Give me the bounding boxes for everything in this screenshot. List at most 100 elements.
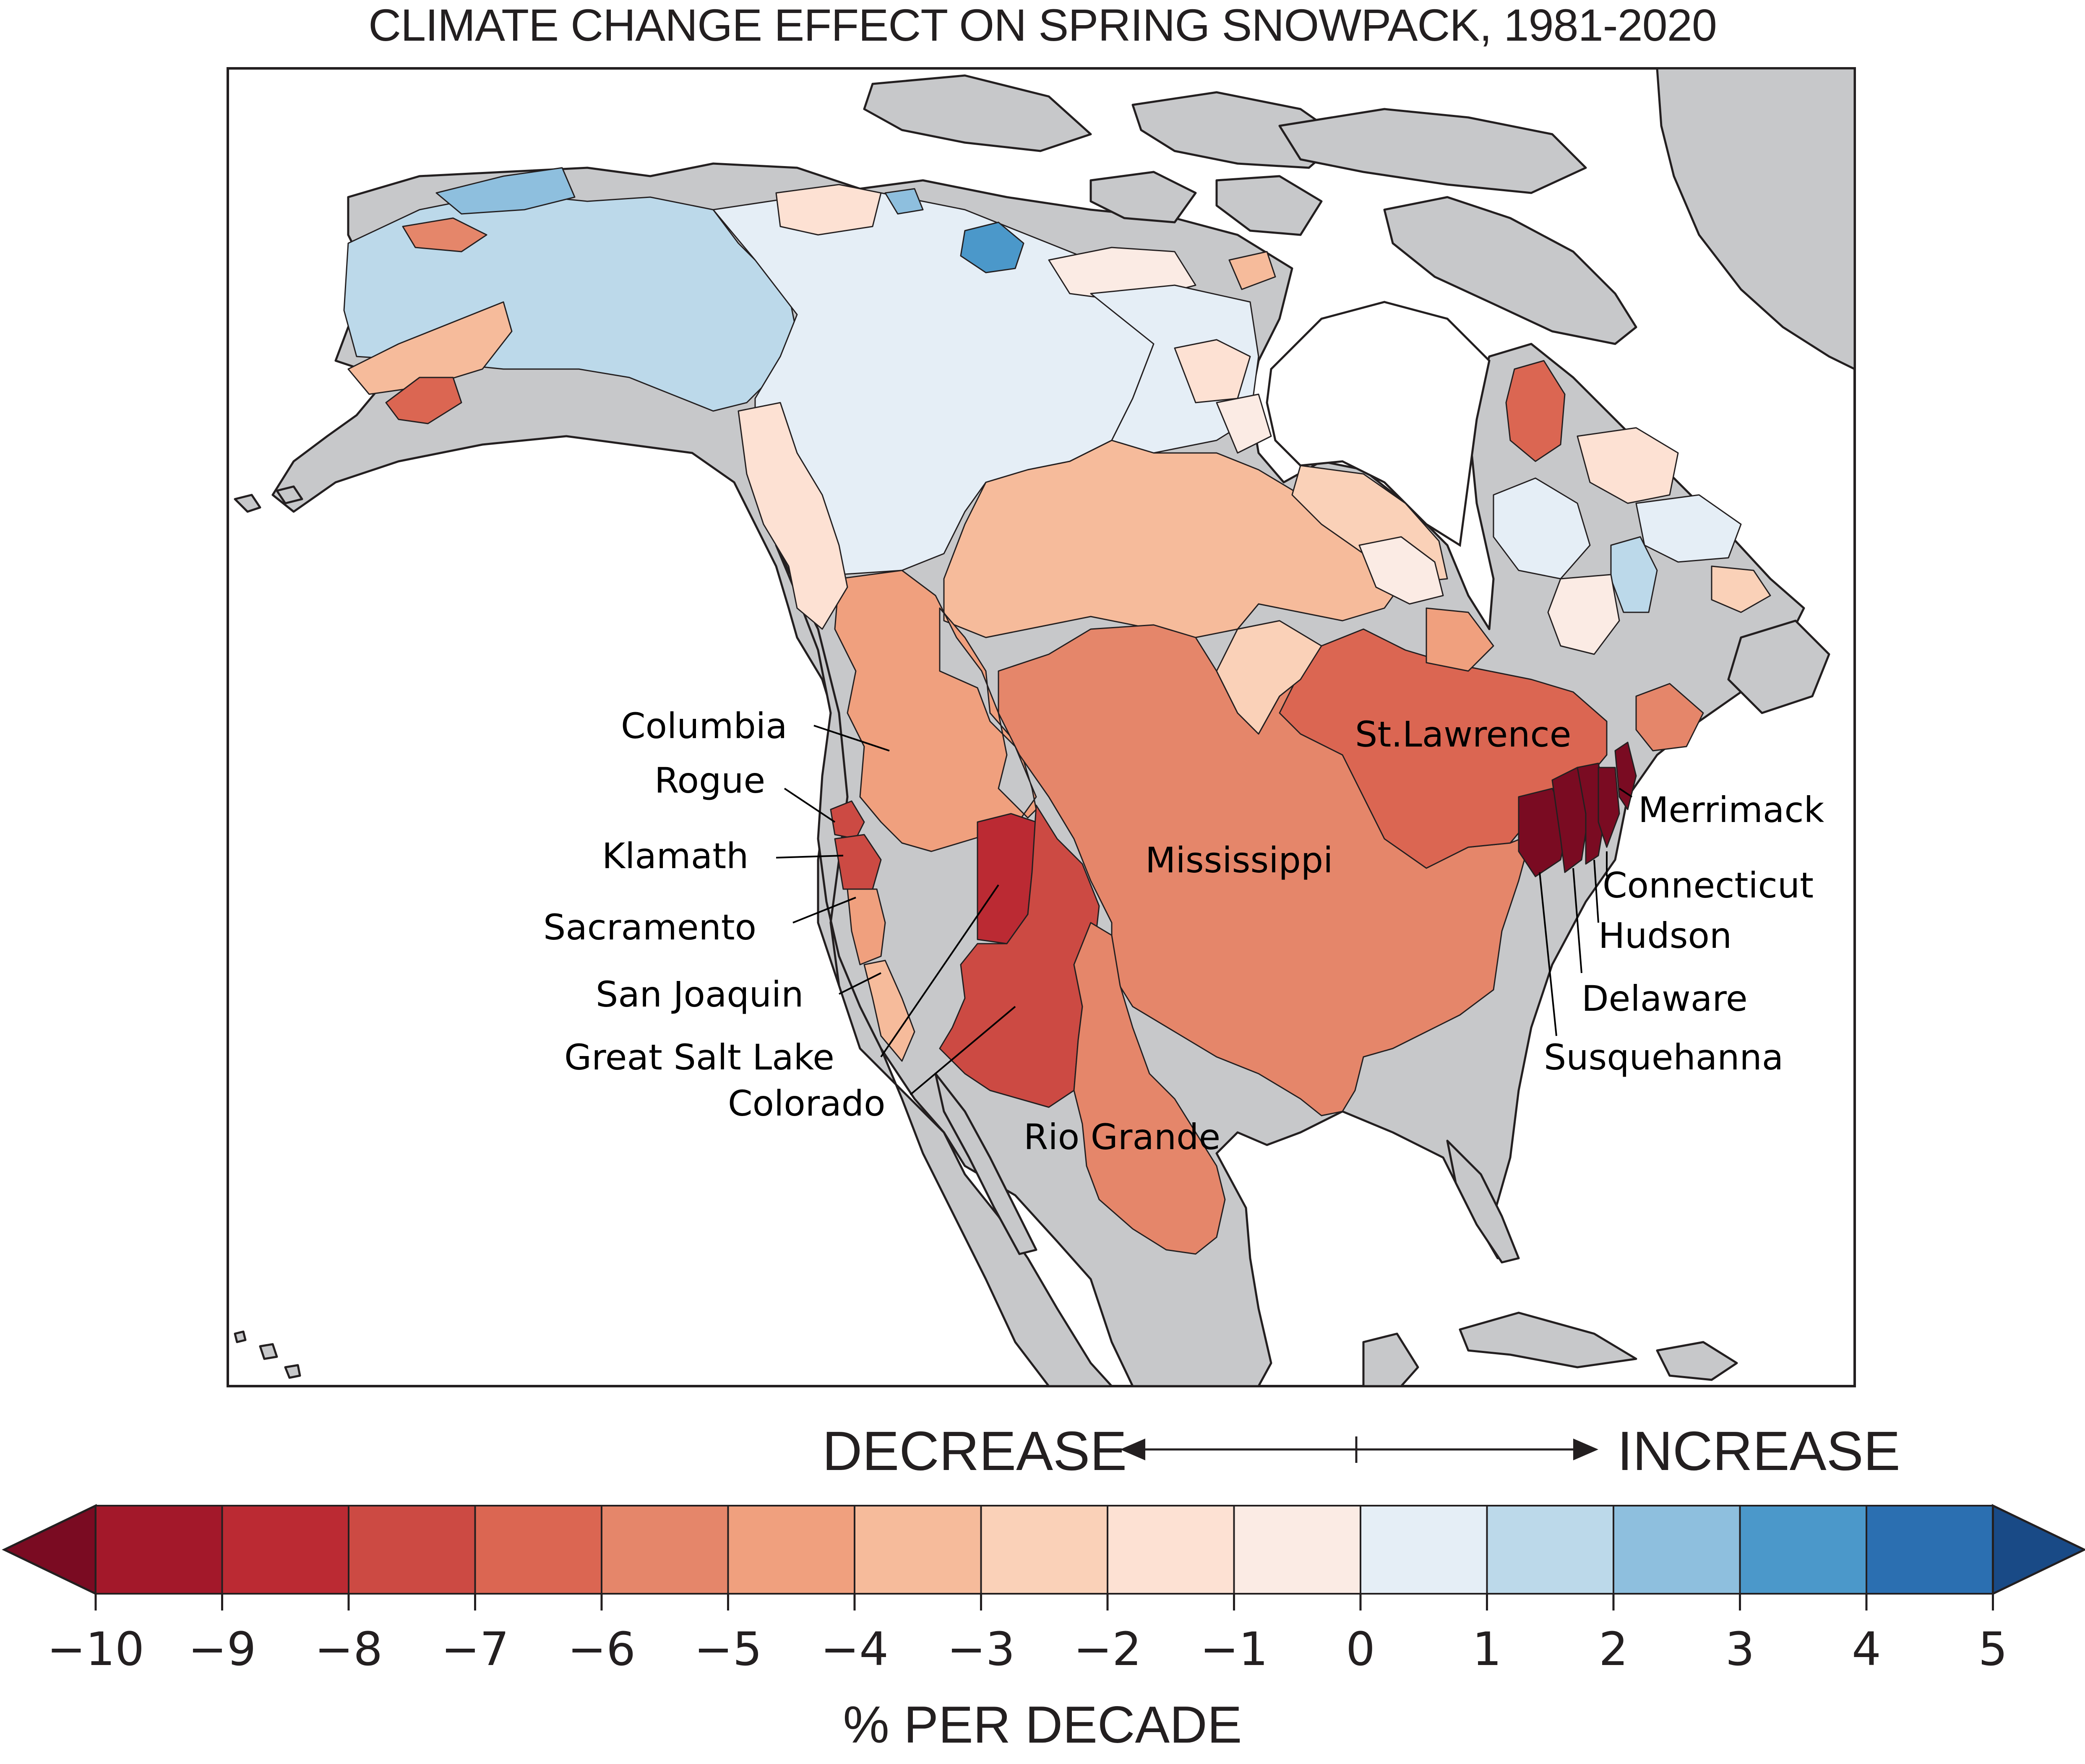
legend: DECREASE INCREASE −10 −9 −8 −7 −6 −5 −4 −3 −2 −1 0…: [2, 1420, 2085, 1754]
label-rio-grande: Rio Grande: [1024, 1116, 1220, 1158]
legend-decrease-label: DECREASE: [822, 1420, 1127, 1482]
basin-hudson-west-2: [1216, 393, 1272, 454]
land-arctic-island-5: [1215, 175, 1323, 236]
leader-columbia: [813, 725, 890, 752]
legend-unit-label: % PER DECADE: [843, 1696, 1242, 1754]
basin-alaska-red-1: [402, 217, 487, 252]
land-greenland: [1656, 67, 1856, 370]
land-arctic-island-3: [1278, 108, 1587, 194]
land-hispaniola: [1656, 1341, 1738, 1381]
colorbar-tick-label: −3: [947, 1622, 1015, 1676]
basin-rio-grande: [1073, 922, 1226, 1255]
basin-connecticut: [1598, 767, 1620, 848]
basin-merrimack: [1614, 742, 1637, 810]
land-baffin-island: [1383, 196, 1637, 345]
leader-sacramento: [792, 897, 856, 924]
land-cuba: [1459, 1311, 1637, 1369]
land-newfoundland: [1727, 619, 1830, 714]
colorbar-tick-label: −8: [315, 1622, 383, 1676]
colorbar-tick-label: 5: [1978, 1622, 2008, 1676]
colorbar-tick-label: −5: [694, 1622, 762, 1676]
colorbar-swatch: [1613, 1505, 1741, 1595]
map-title: CLIMATE CHANGE EFFECT ON SPRING SNOWPACK…: [368, 0, 1717, 50]
colorbar-tick-label: −9: [188, 1622, 256, 1676]
basin-sacramento: [847, 888, 886, 965]
leader-colorado: [910, 1006, 1016, 1095]
basin-horton: [884, 188, 924, 215]
basin-rogue: [830, 800, 865, 840]
colorbar-tick-label: −1: [1200, 1622, 1268, 1676]
land-west-coast: [775, 544, 1113, 1387]
leader-klamath: [776, 855, 844, 859]
land-hawaii: [234, 1330, 301, 1379]
colorbar-swatch: [854, 1505, 982, 1595]
colorbar-tick-label: −7: [441, 1622, 509, 1676]
label-san-joaquin: San Joaquin: [596, 974, 804, 1015]
colorbar-low-extension: [2, 1504, 97, 1595]
basin-annotations: Columbia Rogue Klamath Sacramento San Jo…: [543, 705, 1824, 1158]
basin-keewatin: [1090, 284, 1259, 454]
leader-delaware: [1572, 868, 1582, 973]
colorbar-swatch: [1107, 1505, 1235, 1595]
colorbar-swatch: [221, 1505, 349, 1595]
land-arctic-island-2: [1131, 91, 1344, 169]
colorbar-swatch: [1360, 1505, 1488, 1595]
colorbar-swatch: [980, 1505, 1108, 1595]
colorbar-swatch: [1866, 1505, 1994, 1595]
basin-winnipeg: [1216, 620, 1322, 735]
river-basins: [343, 167, 1771, 1255]
colorbar-tick-label: −6: [568, 1622, 636, 1676]
land-baja: [934, 1072, 1037, 1255]
basin-fraser: [738, 402, 848, 630]
colorbar-high-extension: [1992, 1504, 2085, 1595]
basin-hudson-west-1: [1174, 339, 1251, 403]
basin-arctic-coast-3: [1228, 251, 1276, 290]
basin-alaska-copper: [385, 377, 462, 424]
hudson-bay: [1266, 301, 1491, 547]
basin-maine: [1635, 683, 1704, 752]
label-great-salt-lake: Great Salt Lake: [564, 1037, 834, 1078]
land-arctic-island-1: [863, 74, 1092, 152]
basin-ottawa: [1426, 607, 1494, 672]
colorbar: −10 −9 −8 −7 −6 −5 −4 −3 −2 −1 0 1 2 3 4 5: [2, 1504, 2085, 1676]
basin-colorado: [939, 804, 1100, 1108]
land-arctic-island-4: [1089, 171, 1197, 224]
label-sacramento: Sacramento: [543, 907, 756, 948]
label-colorado: Colorado: [728, 1083, 886, 1124]
colorbar-swatch: [1233, 1505, 1361, 1595]
label-klamath: Klamath: [602, 835, 748, 877]
basin-quebec-2: [1577, 427, 1679, 504]
leader-susquehanna: [1539, 872, 1557, 1036]
land-yucatan: [1362, 1332, 1419, 1387]
label-susquehanna: Susquehanna: [1544, 1037, 1783, 1078]
label-st-lawrence: St.Lawrence: [1355, 714, 1571, 755]
colorbar-tick-label: −10: [47, 1622, 144, 1676]
colorbar-tick-label: 1: [1473, 1622, 1502, 1676]
leader-merrimack: [1618, 788, 1633, 798]
basin-alaska-south: [347, 301, 513, 395]
label-hudson: Hudson: [1598, 915, 1732, 956]
basin-columbia: [834, 570, 1037, 852]
colorbar-swatch: [601, 1505, 729, 1595]
basin-anderson: [960, 221, 1024, 273]
basin-alaska-north: [435, 167, 576, 215]
colorbar-swatch: [95, 1505, 223, 1595]
label-connecticut: Connecticut: [1603, 865, 1814, 906]
colorbar-swatch: [348, 1505, 476, 1595]
colorbar-swatch: [1486, 1505, 1614, 1595]
label-columbia: Columbia: [621, 705, 787, 747]
basin-san-joaquin: [863, 960, 915, 1062]
colorbar-tick-label: −2: [1074, 1622, 1142, 1676]
leader-great-salt-lake: [880, 884, 999, 1058]
colorbar-tick-label: 4: [1852, 1622, 1881, 1676]
legend-arrows: [1120, 1436, 1598, 1463]
leader-rogue: [784, 788, 836, 823]
leader-san-joaquin: [839, 972, 881, 995]
land-aleutians: [234, 485, 303, 513]
land-florida: [1446, 1140, 1520, 1264]
colorbar-swatch: [1739, 1505, 1867, 1595]
basin-quebec-red: [1505, 360, 1566, 462]
basin-nelson: [943, 440, 1406, 638]
basin-quebec-4: [1711, 565, 1771, 613]
